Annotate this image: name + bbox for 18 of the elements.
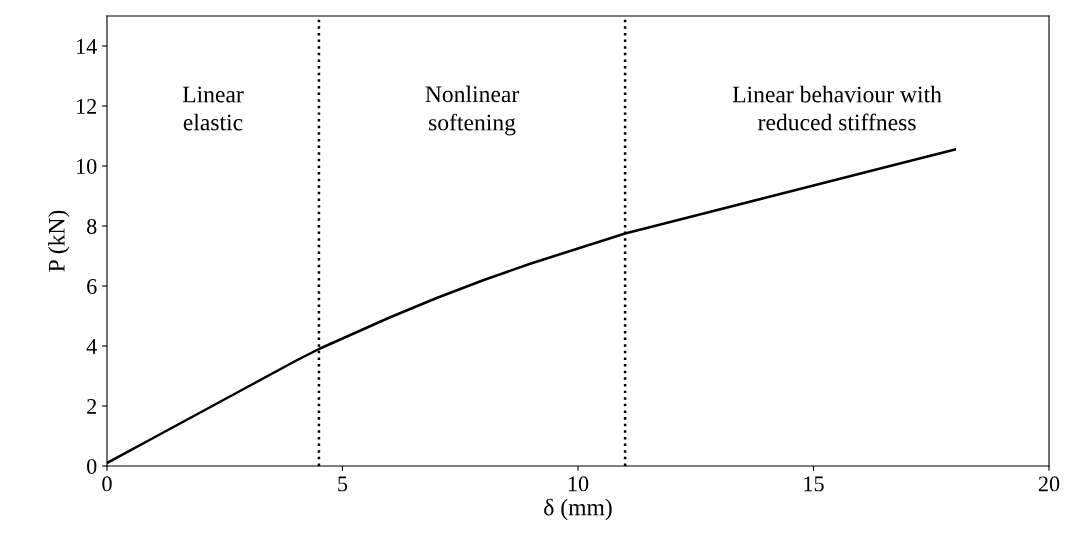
annotation: Linear behaviour with reduced stiffness [732, 85, 942, 131]
annotation: Nonlinear softening [425, 85, 520, 136]
x-tick-label: 20 [1038, 476, 1060, 492]
y-tick-label: 14 [77, 39, 97, 54]
y-tick-label: 10 [77, 158, 97, 174]
x-tick-label: 0 [102, 476, 112, 492]
x-tick-label: 5 [338, 476, 348, 492]
y-axis-title: P (kN) [48, 210, 70, 272]
y-tick-label: 0 [87, 458, 97, 474]
x-tick-label: 15 [804, 476, 824, 492]
x-axis-title: δ (mm) [544, 498, 612, 521]
y-tick-label: 8 [87, 218, 97, 234]
annotation: Linear elastic [182, 86, 244, 131]
y-tick-label: 6 [87, 278, 97, 294]
y-tick-label: 12 [77, 98, 97, 114]
x-tick-label: 10 [568, 476, 589, 492]
y-tick-label: 2 [87, 398, 97, 414]
y-tick-label: 4 [86, 339, 97, 354]
